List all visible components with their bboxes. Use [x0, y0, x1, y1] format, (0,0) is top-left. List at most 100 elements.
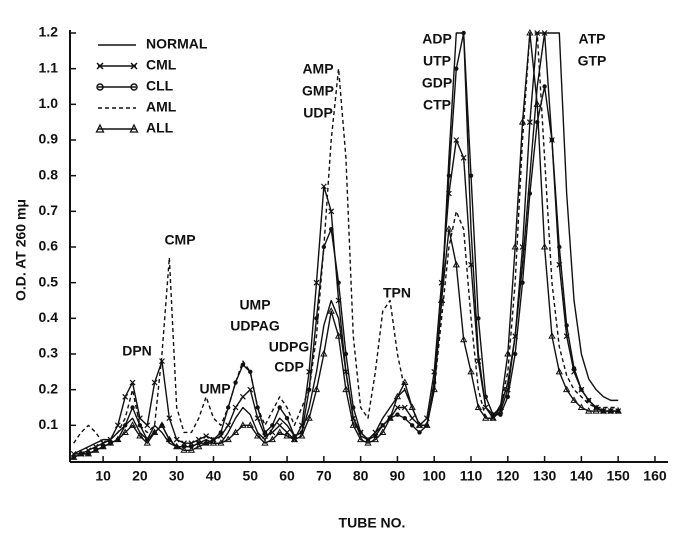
marker-circle	[446, 173, 452, 178]
marker-circle	[130, 405, 135, 410]
legend-marker	[96, 62, 104, 70]
marker-triangle	[202, 439, 210, 446]
marker-triangle	[401, 378, 409, 386]
marker-triangle	[158, 421, 166, 428]
marker-x	[526, 119, 533, 126]
marker-triangle	[217, 439, 225, 446]
x-tick-label: 100	[423, 468, 447, 484]
marker-triangle	[77, 449, 85, 457]
annotation: GTP	[578, 53, 607, 69]
marker-triangle	[165, 435, 173, 443]
marker-x	[239, 393, 246, 400]
marker-x	[195, 436, 202, 443]
marker-triangle	[143, 439, 151, 446]
marker-triangle	[239, 421, 247, 428]
marker-triangle	[504, 349, 512, 357]
y-tick-label: 0.9	[39, 131, 59, 147]
marker-circle	[454, 66, 459, 71]
marker-triangle	[585, 407, 593, 414]
marker-x	[313, 279, 320, 286]
marker-triangle	[386, 414, 394, 421]
marker-triangle	[106, 439, 115, 446]
marker-x	[460, 154, 467, 161]
x-tick-label: 90	[390, 468, 406, 484]
marker-circle	[336, 280, 341, 285]
marker-x	[409, 415, 416, 422]
marker-triangle	[452, 260, 460, 268]
marker-triangle	[599, 407, 608, 414]
marker-triangle	[128, 421, 137, 428]
annotation: TPN	[383, 285, 411, 301]
series-line	[73, 32, 619, 459]
annotation: DPN	[122, 343, 152, 359]
annotation: AMP	[302, 61, 333, 77]
legend-marker	[130, 62, 138, 70]
x-tick-label: 40	[206, 468, 222, 484]
marker-triangle	[349, 421, 357, 428]
legend-label: ALL	[146, 120, 174, 136]
marker-triangle	[290, 435, 299, 443]
x-tick-label: 120	[496, 468, 520, 484]
marker-x	[166, 415, 173, 422]
y-tick-label: 1.2	[39, 24, 59, 40]
marker-triangle	[555, 367, 563, 375]
marker-circle	[483, 394, 488, 399]
y-tick-label: 0.8	[39, 166, 59, 182]
marker-x	[188, 440, 195, 447]
marker-triangle	[540, 242, 549, 250]
marker-triangle	[231, 428, 240, 435]
y-tick-label: 0.2	[39, 380, 59, 396]
marker-x	[225, 422, 232, 429]
y-tick-label: 0.1	[39, 416, 59, 432]
marker-circle	[329, 226, 334, 232]
annotation: ATP	[579, 31, 606, 47]
marker-circle	[262, 430, 268, 435]
marker-triangle	[283, 432, 291, 439]
marker-circle	[579, 387, 584, 392]
marker-circle	[527, 191, 533, 196]
marker-triangle	[180, 446, 188, 453]
marker-triangle	[246, 421, 254, 428]
y-tick-label: 1.0	[39, 95, 59, 111]
marker-triangle	[92, 446, 100, 453]
marker-triangle	[496, 403, 505, 410]
marker-circle	[218, 430, 224, 435]
marker-triangle	[563, 385, 571, 393]
marker-triangle	[445, 225, 453, 232]
marker-circle	[270, 423, 275, 428]
marker-x	[453, 137, 460, 143]
x-tick-label: 60	[279, 468, 295, 484]
marker-circle	[468, 173, 474, 178]
legend-label: CLL	[146, 78, 174, 94]
marker-triangle	[482, 414, 490, 421]
x-tick-label: 30	[169, 468, 185, 484]
marker-circle	[557, 244, 562, 250]
marker-circle	[564, 323, 569, 328]
x-tick-label: 140	[570, 468, 594, 484]
marker-triangle	[379, 428, 387, 435]
annotation: CDP	[274, 359, 304, 375]
marker-triangle	[70, 453, 78, 460]
marker-triangle	[312, 385, 321, 393]
marker-triangle	[173, 442, 181, 450]
marker-triangle	[548, 332, 556, 339]
marker-x	[122, 393, 129, 400]
marker-triangle	[121, 428, 129, 435]
marker-circle	[542, 84, 547, 89]
marker-triangle	[187, 446, 196, 453]
marker-x	[144, 422, 151, 429]
marker-circle	[380, 423, 385, 428]
marker-x	[232, 404, 239, 411]
marker-x	[276, 422, 283, 429]
marker-triangle	[607, 407, 615, 414]
legend-label: CML	[146, 57, 177, 73]
marker-triangle	[614, 407, 622, 414]
y-tick-label: 0.5	[39, 273, 59, 289]
marker-x	[173, 436, 180, 443]
marker-circle	[343, 351, 349, 357]
marker-x	[320, 183, 327, 190]
marker-triangle	[592, 407, 600, 414]
y-axis-title: O.D. AT 260 mμ	[13, 199, 29, 301]
marker-circle	[476, 316, 481, 321]
y-tick-label: 1.1	[39, 59, 59, 75]
